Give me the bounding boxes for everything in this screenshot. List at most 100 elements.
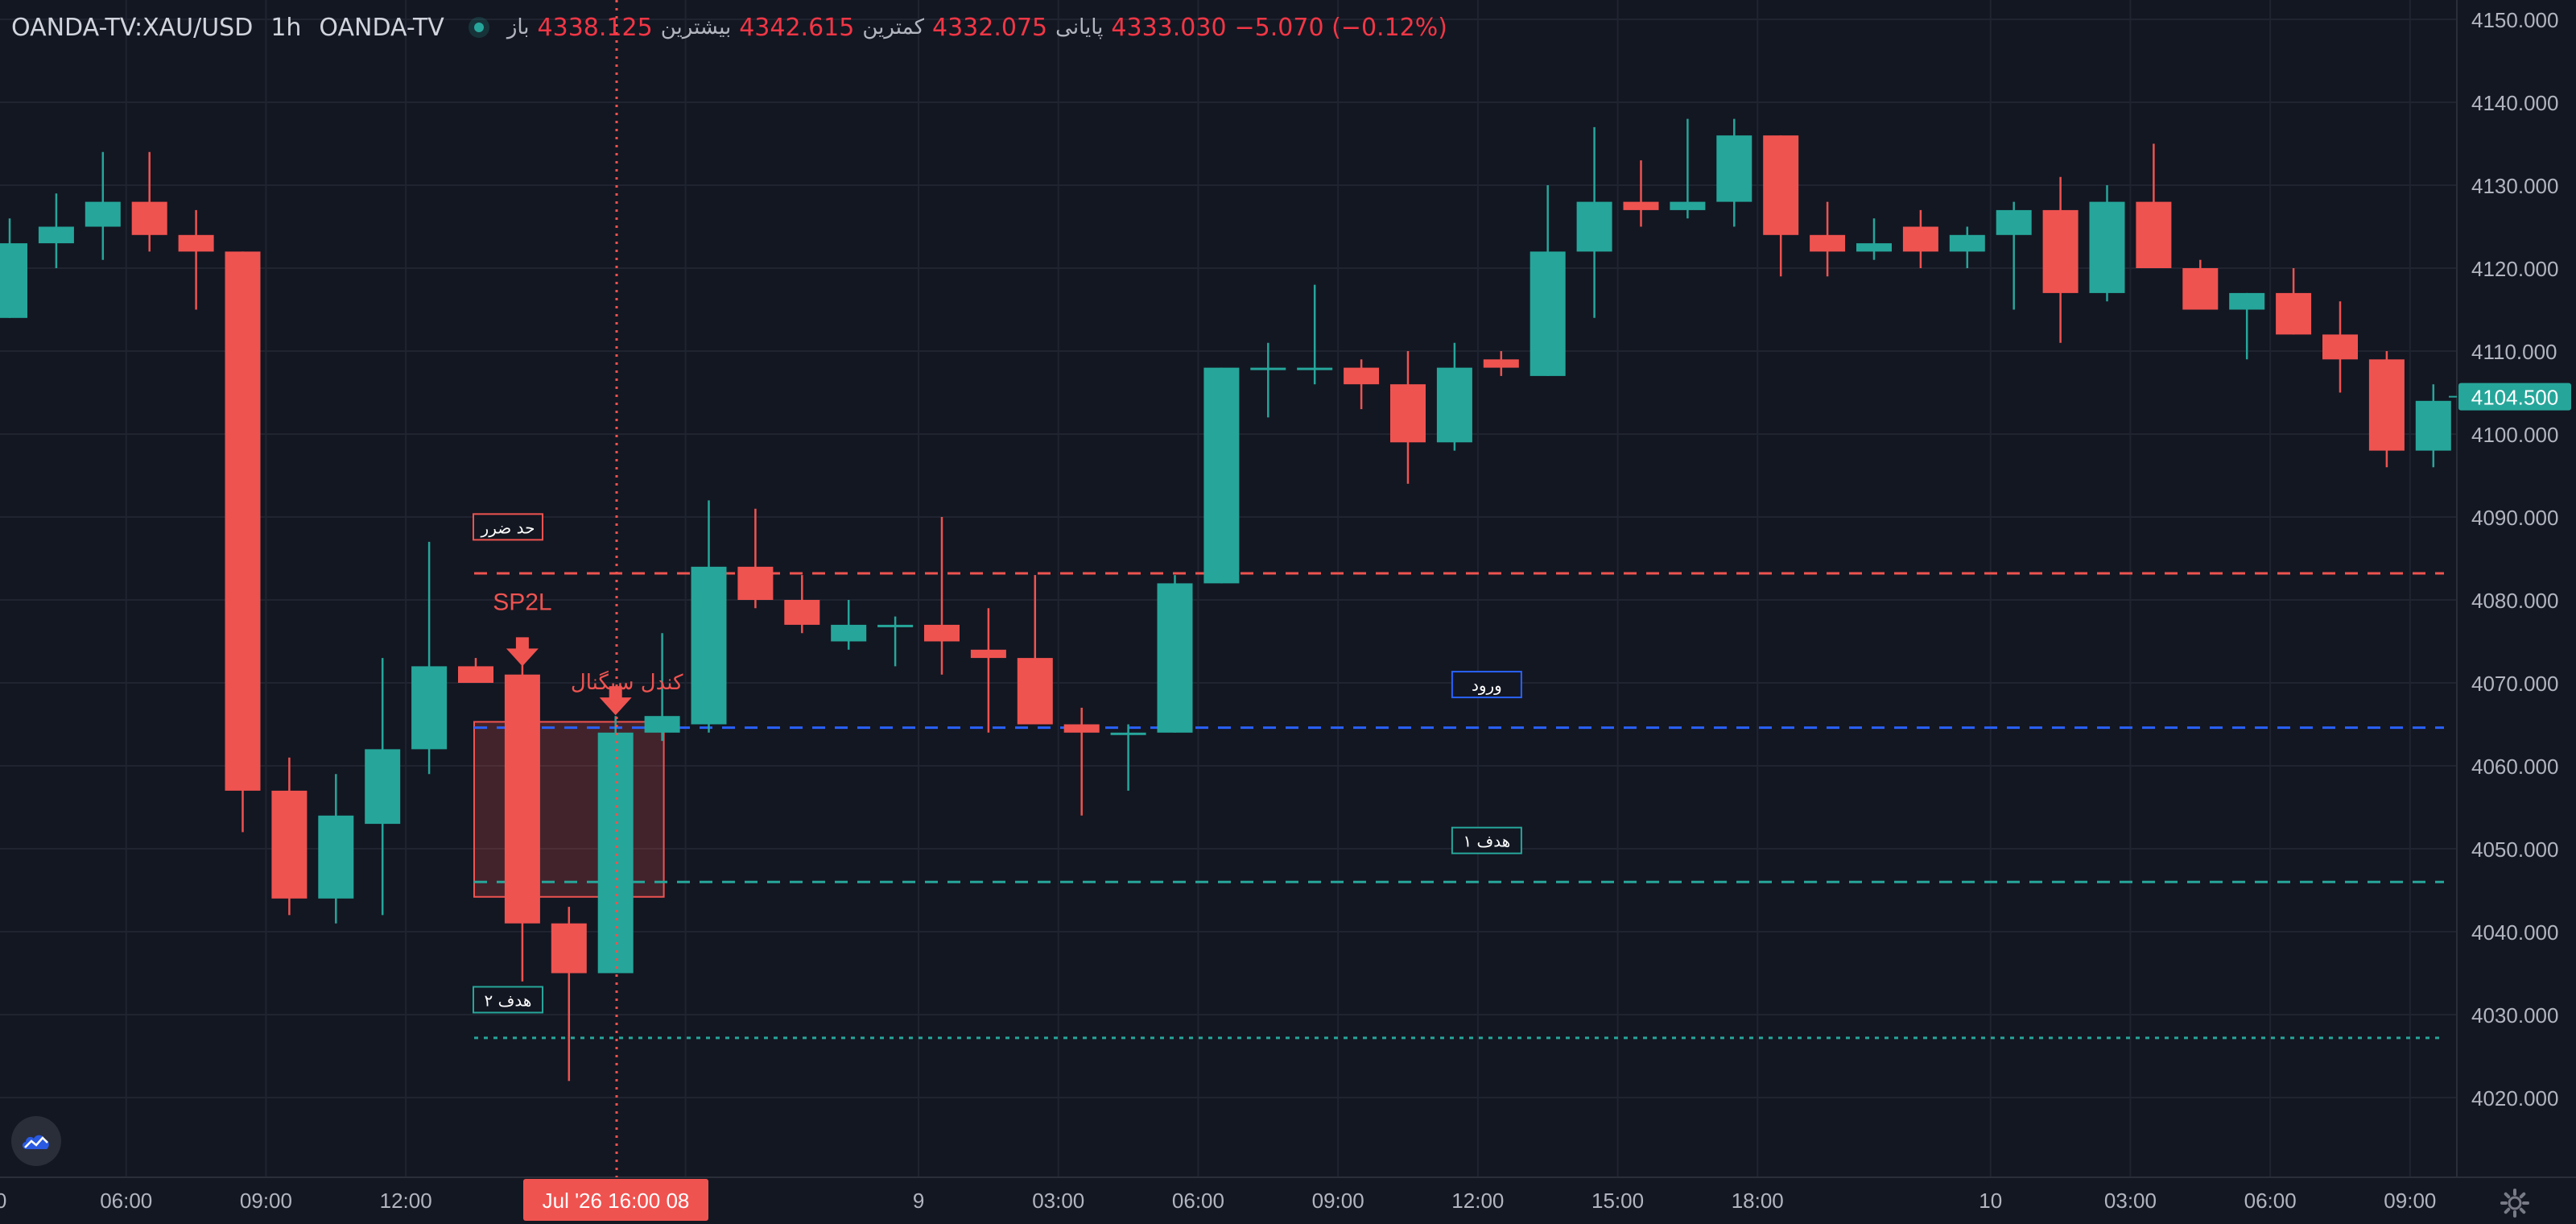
level-label-box [1451,671,1522,699]
candle [0,243,27,318]
candle [1344,367,1380,385]
timeframe-label[interactable]: 1h [270,13,302,42]
time-tick-label: 12:00 [380,1189,432,1213]
candle [1297,367,1333,370]
signal-candle-label: کندل سیگنال [571,670,683,695]
candle [1716,135,1752,202]
candle [691,566,727,725]
candle [131,201,167,235]
candle [1670,201,1706,210]
price-tick-label: 4050.000 [2471,837,2558,862]
candle [1250,367,1286,370]
time-tick-label: 06:00 [2244,1189,2297,1213]
candle [924,624,960,642]
candle [1530,251,1566,376]
ohlc-values: باز 4338.125 بیشترین 4342.615 کمترین 433… [507,14,1447,42]
price-tick-label: 4090.000 [2471,506,2558,530]
time-tick-label: 9 [913,1189,924,1213]
candle [597,732,634,974]
candle [644,716,680,733]
price-tick-label: 4110.000 [2471,340,2557,364]
candle [1157,583,1193,733]
gear-icon[interactable] [2499,1187,2531,1219]
candle [2368,359,2405,451]
candle [365,749,401,825]
candle [458,666,493,683]
low-label: کمترین [862,15,924,39]
signal-arrow-icon [506,637,539,667]
candle [318,815,354,899]
close-label: پایانی [1055,15,1104,39]
time-tick-label: 10 [1979,1189,2002,1213]
candle [1203,367,1240,584]
time-tick-label: 18:00 [1732,1189,1784,1213]
high-label: بیشترین [660,15,732,39]
low-value: 4332.075 [932,13,1048,42]
candle [504,674,540,924]
candle [2089,201,2125,293]
candle [411,666,448,750]
candle [271,790,308,899]
time-tick-label: 06:00 [1172,1189,1224,1213]
price-tick-label: 4070.000 [2471,672,2558,696]
candle [178,234,214,252]
level-label: ورود [1472,676,1502,695]
price-tick-label: 4060.000 [2471,755,2558,779]
candle [1483,359,1519,368]
symbol-name[interactable]: OANDA-TV:XAU/USD [11,13,254,42]
tradingview-cloud-icon[interactable] [11,1116,61,1166]
chart-legend: OANDA-TV:XAU/USD 1h OANDA-TV باز 4338.12… [11,11,1447,43]
time-tick-label: 09:00 [1312,1189,1364,1213]
candle [970,649,1006,659]
candle [2136,201,2172,268]
price-tick-label: 4100.000 [2471,423,2558,447]
level-label: حد ضرر [481,518,535,537]
level-label-box [1451,826,1522,854]
time-tick-label: 03:00 [1032,1189,1084,1213]
time-tick-label: 09:00 [240,1189,292,1213]
candle [1856,243,1892,252]
candle [2415,400,2451,451]
high-value: 4342.615 [739,13,855,42]
price-tick-label: 4080.000 [2471,589,2558,613]
candle [38,226,74,244]
last-price-label: 4104.500 [2471,386,2558,410]
level-label-box [473,513,543,541]
time-tick-label: 12:00 [1451,1189,1504,1213]
crosshair-time-badge [523,1179,708,1221]
candle [784,600,820,625]
candle [1763,135,1799,235]
price-tick-label: 4040.000 [2471,920,2558,945]
level-label: هدف ۱ [1463,832,1510,851]
candle [737,566,774,600]
crosshair-time-label: Jul '26 16:00 08 [543,1189,690,1213]
candle [85,201,121,227]
time-tick-label: 03:00 [2104,1189,2157,1213]
candle [1063,724,1100,733]
price-tick-label: 4140.000 [2471,91,2558,115]
level-label: هدف ۲ [485,990,532,1010]
candle [2182,268,2219,310]
market-status-icon [468,17,489,38]
candle [1436,367,1472,443]
candle [831,624,867,642]
source-label: OANDA-TV [319,13,444,42]
candle [2276,292,2312,335]
candle [877,624,914,627]
last-price-badge [2458,382,2571,411]
candle [2229,292,2265,310]
open-label: باز [506,15,530,39]
candle [1996,209,2032,235]
time-tick-label: 09:00 [2384,1189,2436,1213]
candle [1110,732,1146,735]
candle [1810,234,1846,252]
candle [1390,384,1426,443]
change-value: −5.070 (−0.12%) [1234,13,1447,42]
close-value: 4333.030 [1111,13,1227,42]
price-tick-label: 4130.000 [2471,174,2558,198]
price-tick-label: 4020.000 [2471,1086,2558,1110]
level-label-box [473,986,543,1014]
candle [225,251,261,791]
signal-zone-box [473,721,665,898]
